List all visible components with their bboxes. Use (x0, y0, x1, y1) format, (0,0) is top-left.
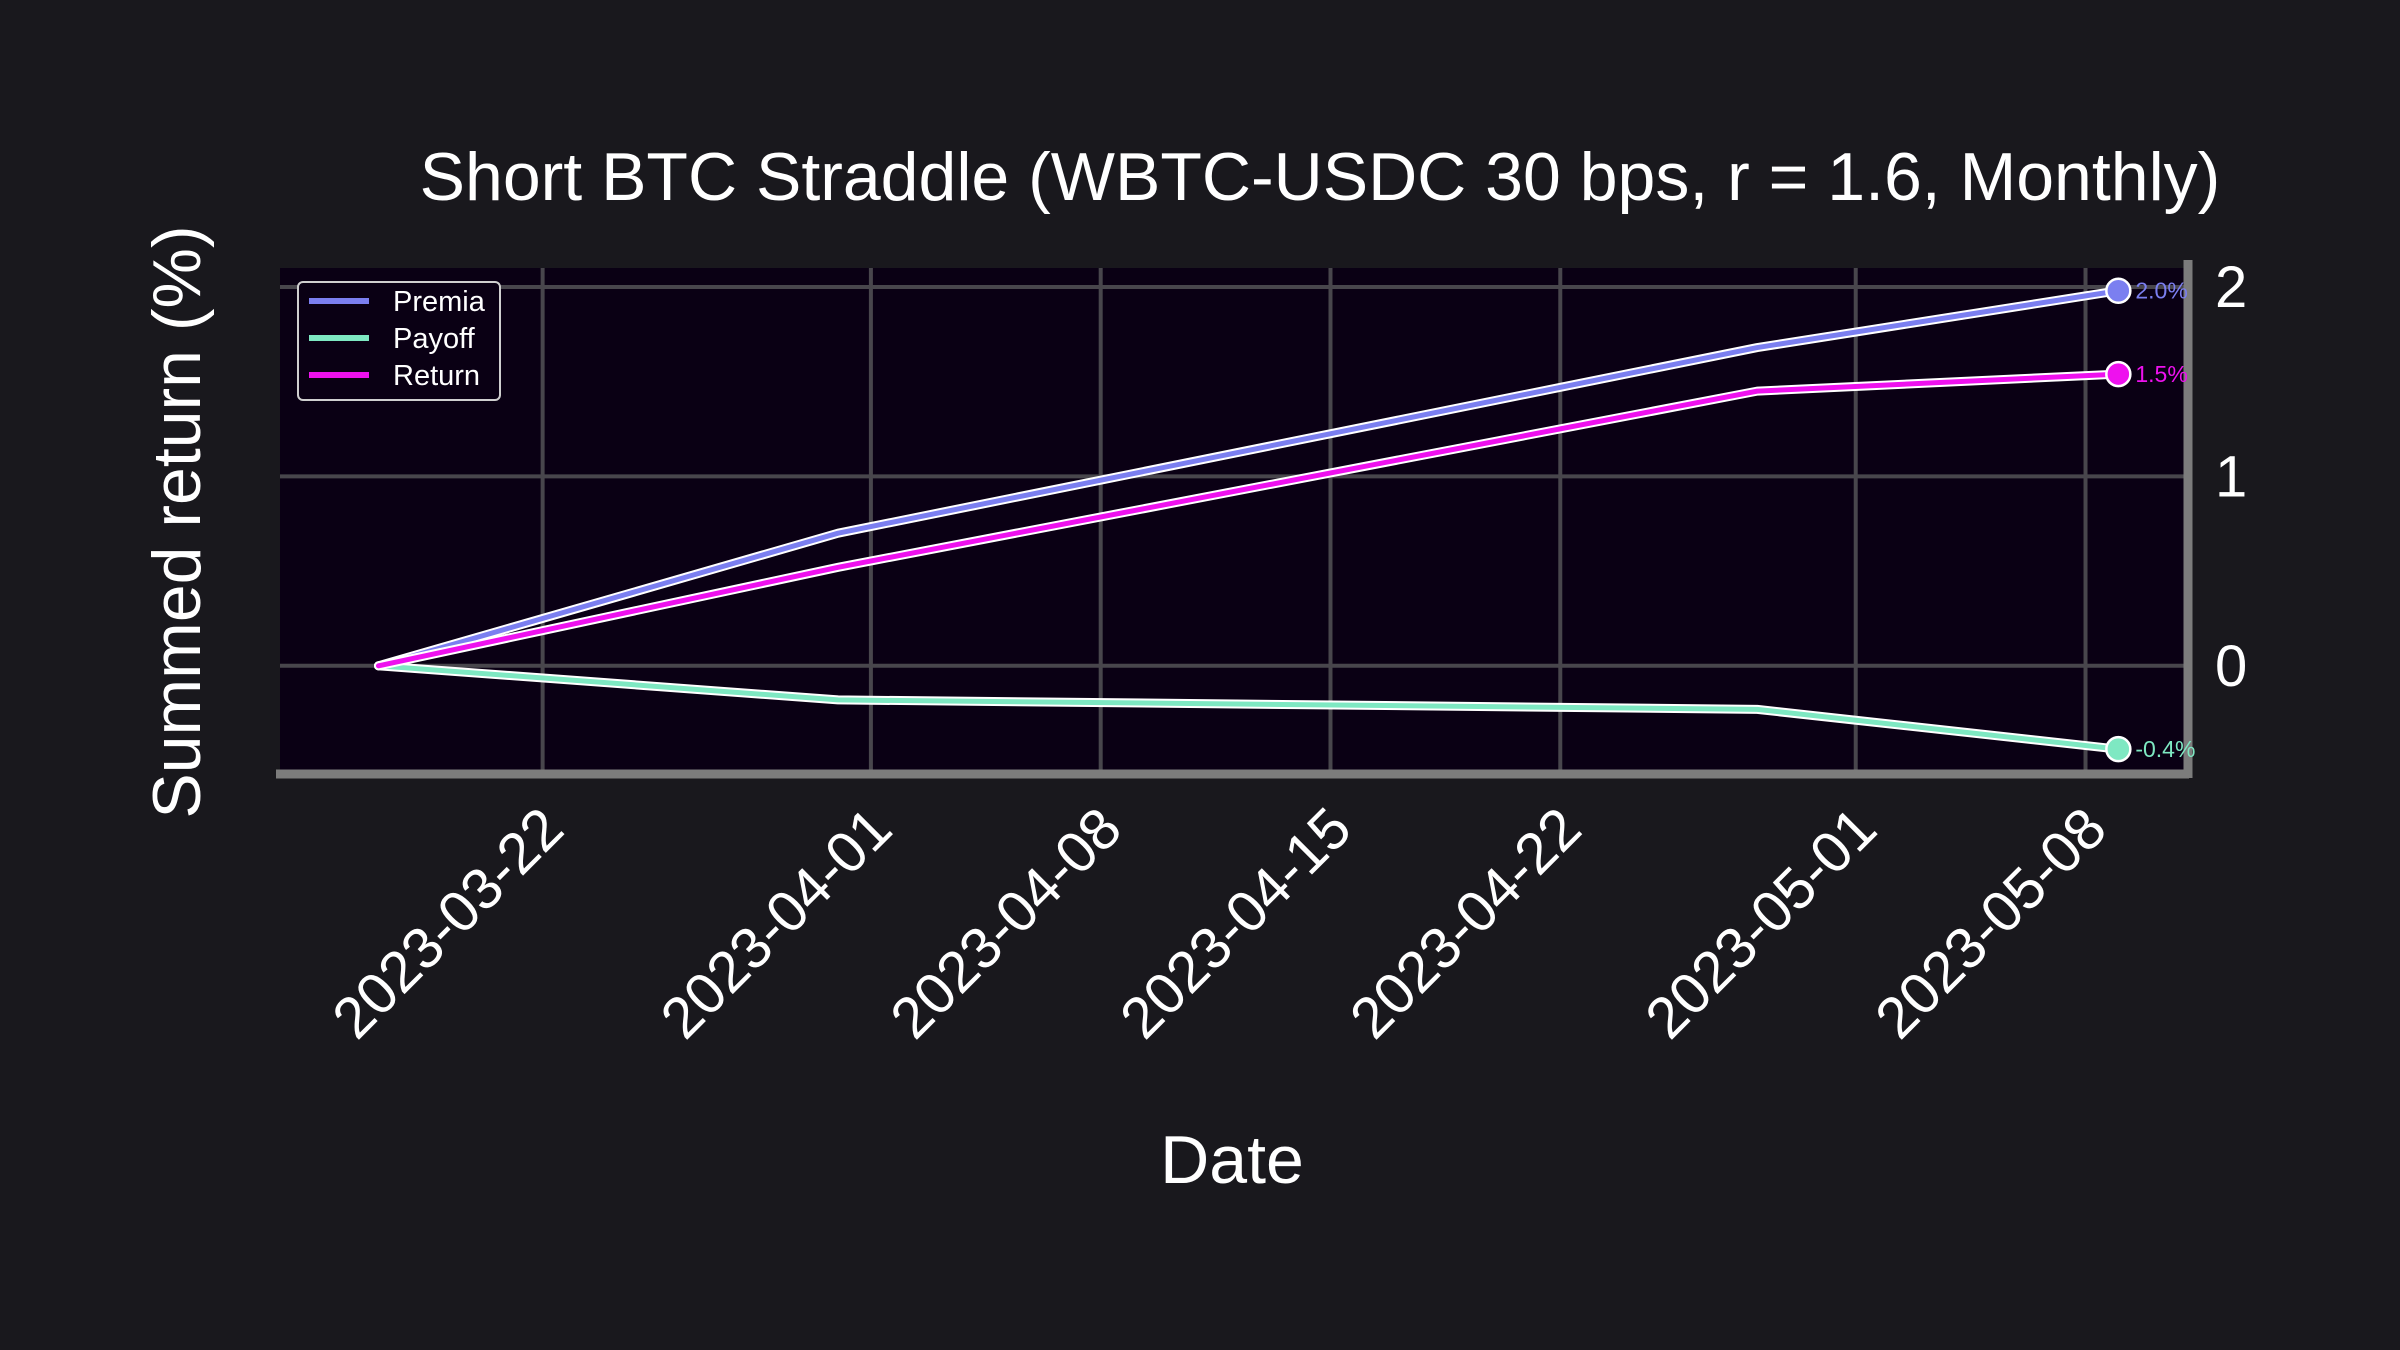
y-tick-label: 2 (2215, 255, 2247, 320)
premia-end-marker (2105, 277, 2132, 304)
y-axis-ticks: 0 1 2 (2215, 255, 2247, 699)
chart-title: Short BTC Straddle (WBTC-USDC 30 bps, r … (420, 139, 2221, 215)
return-end-marker (2105, 360, 2132, 388)
return-legend-label: Return (393, 360, 480, 392)
y-tick-label: 1 (2215, 444, 2247, 509)
axes-spines (276, 260, 2193, 779)
premia-line (375, 288, 2121, 669)
return-end-label: 1.5% (2135, 361, 2187, 387)
payoff-legend-label: Payoff (393, 323, 476, 355)
payoff-end-label: -0.4% (2135, 736, 2195, 762)
return-line (375, 371, 2121, 669)
plot-area (280, 268, 2184, 770)
payoff-end-marker (2105, 735, 2132, 763)
y-tick-label: 0 (2215, 634, 2247, 699)
legend: Premia Payoff Return (297, 281, 501, 401)
premia-legend-label: Premia (393, 286, 486, 318)
x-axis-label: Date (1160, 1122, 1304, 1198)
payoff-line (375, 663, 2121, 752)
premia-end-label: 2.0% (2135, 278, 2187, 304)
legend-box (297, 281, 501, 401)
series-layer: 2.0% -0.4% 1.5% (373, 277, 2195, 763)
y-axis-label: Summed return (%) (139, 225, 215, 818)
